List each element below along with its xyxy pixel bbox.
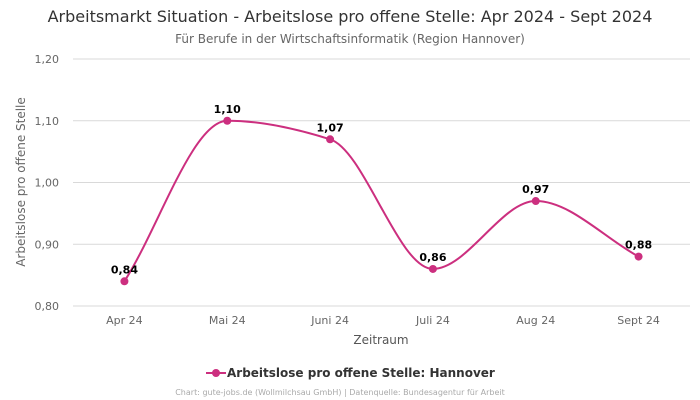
legend[interactable]: Arbeitslose pro offene Stelle: Hannover [206,366,495,380]
data-label: 0,86 [419,251,446,264]
data-point[interactable] [326,135,335,144]
series-line [123,119,640,282]
x-axis-label: Zeitraum [353,333,408,347]
x-tick-label: Juli 24 [415,314,450,327]
data-label: 0,84 [111,263,138,276]
chart-subtitle: Für Berufe in der Wirtschaftsinformatik … [175,32,525,46]
data-label: 0,97 [522,183,549,196]
y-axis-ticks: 0,80 0,90 1,00 1,10 1,20 [35,53,60,313]
chart-title: Arbeitsmarkt Situation - Arbeitslose pro… [48,7,653,26]
x-axis-ticks: Apr 24 Mai 24 Juni 24 Juli 24 Aug 24 Sept 24 [106,314,660,327]
y-tick-label: 1,20 [35,53,60,66]
data-label: 1,07 [317,121,344,134]
y-tick-label: 1,10 [35,115,60,128]
y-tick-label: 0,90 [35,238,60,251]
x-tick-label: Mai 24 [209,314,246,327]
footer-credit: Chart: gute-jobs.de (Wollmilchsau GmbH) … [175,388,505,397]
x-tick-label: Apr 24 [106,314,143,327]
data-point[interactable] [531,197,540,206]
x-tick-label: Juni 24 [310,314,349,327]
legend-series-label: Arbeitslose pro offene Stelle: Hannover [227,366,495,380]
data-label: 0,88 [625,239,652,252]
legend-marker-icon [212,369,220,377]
y-axis-label: Arbeitslose pro offene Stelle [14,97,28,267]
data-label: 1,10 [214,103,241,116]
data-point[interactable] [428,264,437,273]
data-point[interactable] [223,116,232,125]
x-tick-label: Sept 24 [617,314,660,327]
y-tick-label: 0,80 [35,300,60,313]
grid-lines [73,58,690,307]
data-labels: 0,84 1,10 1,07 0,86 0,97 0,88 [111,103,652,277]
data-point[interactable] [120,277,129,286]
series-hannover [120,116,643,286]
data-point[interactable] [634,252,643,261]
x-tick-label: Aug 24 [516,314,555,327]
y-tick-label: 1,00 [35,177,60,190]
